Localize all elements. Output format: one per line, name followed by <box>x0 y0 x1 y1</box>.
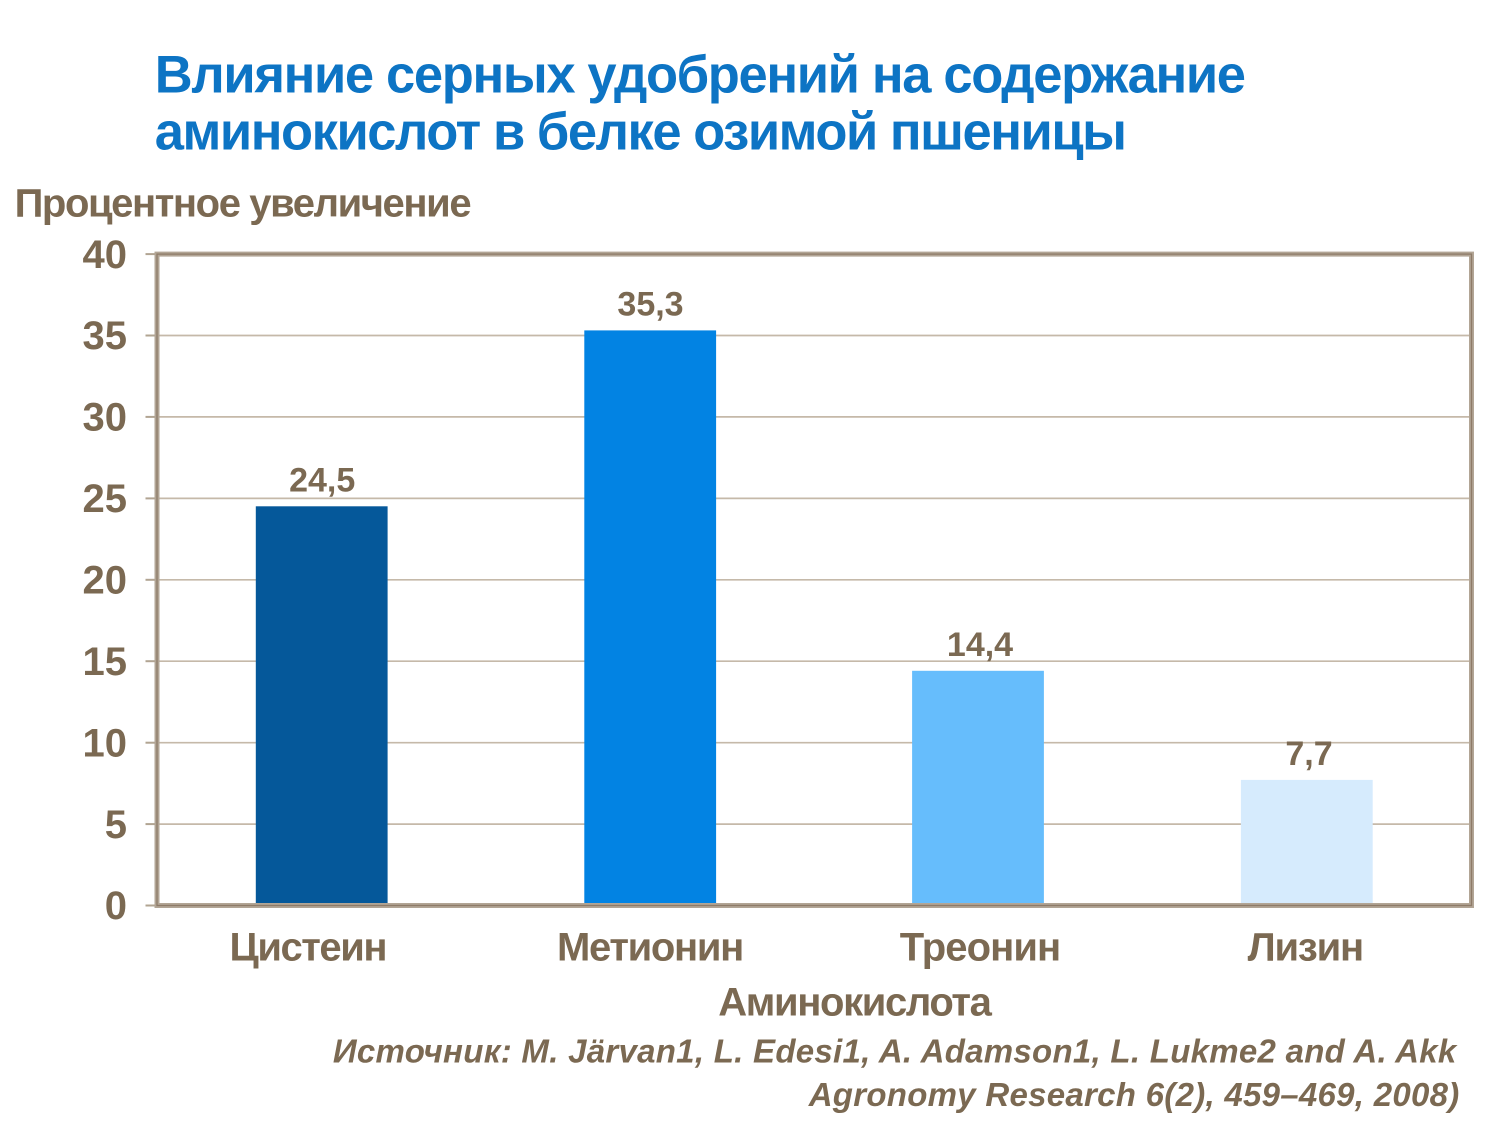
svg-text:0: 0 <box>105 884 127 928</box>
svg-text:30: 30 <box>83 396 128 440</box>
svg-text:5: 5 <box>105 803 127 847</box>
svg-text:7,7: 7,7 <box>1285 735 1332 773</box>
svg-text:40: 40 <box>83 233 128 277</box>
svg-text:20: 20 <box>83 559 128 603</box>
svg-text:Треонин: Треонин <box>900 926 1060 970</box>
svg-text:Agronomy Research 6(2), 459–46: Agronomy Research 6(2), 459–469, 2008) <box>808 1076 1460 1113</box>
svg-text:14,4: 14,4 <box>947 626 1013 664</box>
svg-text:Метионин: Метионин <box>557 926 743 970</box>
svg-text:аминокислот в белке озимой пше: аминокислот в белке озимой пшеницы <box>155 103 1126 162</box>
svg-text:Процентное увеличение: Процентное увеличение <box>15 181 471 225</box>
svg-text:35,3: 35,3 <box>617 285 683 323</box>
svg-text:35: 35 <box>83 314 128 358</box>
svg-text:Влияние серных удобрений на со: Влияние серных удобрений на содержание <box>155 46 1245 105</box>
svg-text:Лизин: Лизин <box>1248 926 1363 970</box>
svg-text:Аминокислота: Аминокислота <box>718 981 992 1025</box>
svg-text:Цистеин: Цистеин <box>230 926 387 970</box>
svg-text:24,5: 24,5 <box>289 461 355 499</box>
svg-text:15: 15 <box>83 640 128 684</box>
svg-text:10: 10 <box>83 721 128 765</box>
svg-text:25: 25 <box>83 477 128 521</box>
svg-text:Источник: M. Järvan1, L. Edesi: Источник: M. Järvan1, L. Edesi1, A. Adam… <box>333 1033 1458 1070</box>
